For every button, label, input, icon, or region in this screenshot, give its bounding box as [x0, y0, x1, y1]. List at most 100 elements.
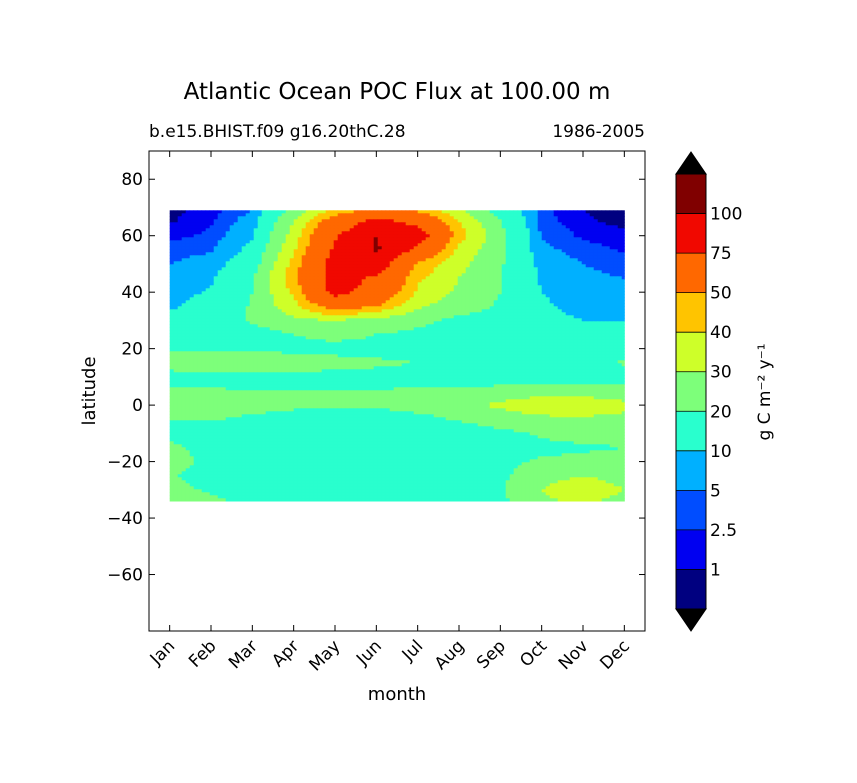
contour-cell: [269, 243, 275, 247]
contour-cell: [173, 246, 179, 250]
contour-cell: [517, 228, 523, 232]
contour-cell: [217, 210, 223, 214]
contour-cell: [461, 237, 467, 241]
contour-cell: [481, 336, 487, 340]
contour-cell: [249, 315, 255, 319]
contour-cell: [277, 258, 283, 262]
contour-cell: [597, 330, 603, 334]
contour-cell: [377, 327, 383, 331]
contour-cell: [177, 300, 183, 304]
contour-cell: [265, 258, 271, 262]
contour-cell: [485, 258, 491, 262]
contour-cell: [269, 330, 275, 334]
contour-cell: [369, 333, 375, 337]
contour-cell: [225, 210, 231, 214]
contour-cell: [341, 222, 347, 226]
contour-cell: [181, 228, 187, 232]
contour-cell: [189, 336, 195, 340]
contour-cell: [457, 231, 463, 235]
contour-cell: [201, 327, 207, 331]
contour-cell: [513, 300, 519, 304]
contour-cell: [577, 312, 583, 316]
contour-cell: [249, 285, 255, 289]
contour-cell: [237, 318, 243, 322]
contour-cell: [537, 213, 543, 217]
contour-cell: [341, 303, 347, 307]
contour-cell: [461, 312, 467, 316]
contour-cell: [173, 219, 179, 223]
contour-cell: [425, 285, 431, 289]
contour-cell: [345, 237, 351, 241]
contour-cell: [297, 294, 303, 298]
contour-cell: [557, 219, 563, 223]
contour-cell: [617, 291, 623, 295]
contour-cell: [333, 237, 339, 241]
contour-cell: [205, 249, 211, 253]
contour-cell: [621, 294, 625, 298]
contour-cell: [333, 339, 339, 343]
contour-cell: [377, 324, 383, 328]
contour-cell: [257, 336, 263, 340]
contour-cell: [509, 309, 515, 313]
contour-cell: [593, 312, 599, 316]
contour-cell: [177, 285, 183, 289]
contour-cell: [309, 243, 315, 247]
contour-cell: [237, 216, 243, 220]
contour-cell: [241, 234, 247, 238]
contour-cell: [401, 291, 407, 295]
contour-cell: [301, 234, 307, 238]
contour-cell: [497, 249, 503, 253]
contour-cell: [493, 255, 499, 259]
contour-cell: [477, 306, 483, 310]
contour-cell: [309, 246, 315, 250]
contour-cell: [437, 324, 443, 328]
contour-cell: [537, 279, 543, 283]
contour-cell: [337, 282, 343, 286]
contour-cell: [461, 249, 467, 253]
contour-cell: [333, 234, 339, 238]
contour-cell: [453, 258, 459, 262]
contour-cell: [365, 315, 371, 319]
contour-cell: [469, 282, 475, 286]
contour-cell: [193, 312, 199, 316]
contour-cell: [549, 240, 555, 244]
contour-cell: [253, 288, 259, 292]
contour-cell: [605, 291, 611, 295]
contour-cell: [597, 327, 603, 331]
contour-cell: [593, 276, 599, 280]
contour-cell: [425, 231, 431, 235]
contour-cell: [169, 210, 175, 214]
contour-cell: [425, 222, 431, 226]
contour-cell: [457, 267, 463, 271]
contour-cell: [409, 309, 415, 313]
contour-cell: [449, 222, 455, 226]
contour-cell: [461, 333, 467, 337]
contour-cell: [333, 321, 339, 325]
contour-cell: [409, 255, 415, 259]
contour-cell: [397, 291, 403, 295]
contour-cell: [345, 261, 351, 265]
contour-cell: [349, 234, 355, 238]
contour-cell: [249, 246, 255, 250]
contour-cell: [585, 330, 591, 334]
contour-cell: [417, 258, 423, 262]
contour-cell: [385, 216, 391, 220]
contour-cell: [269, 282, 275, 286]
contour-cell: [505, 234, 511, 238]
contour-cell: [345, 321, 351, 325]
contour-cell: [253, 324, 259, 328]
contour-cell: [301, 324, 307, 328]
contour-cell: [377, 300, 383, 304]
contour-cell: [221, 336, 227, 340]
contour-cell: [225, 273, 231, 277]
contour-cell: [565, 216, 571, 220]
contour-cell: [253, 225, 259, 229]
contour-cell: [429, 264, 435, 268]
contour-cell: [205, 306, 211, 310]
contour-cell: [369, 291, 375, 295]
contour-cell: [217, 288, 223, 292]
contour-cell: [497, 309, 503, 313]
contour-cell: [189, 258, 195, 262]
contour-cell: [193, 324, 199, 328]
contour-cell: [521, 261, 527, 265]
